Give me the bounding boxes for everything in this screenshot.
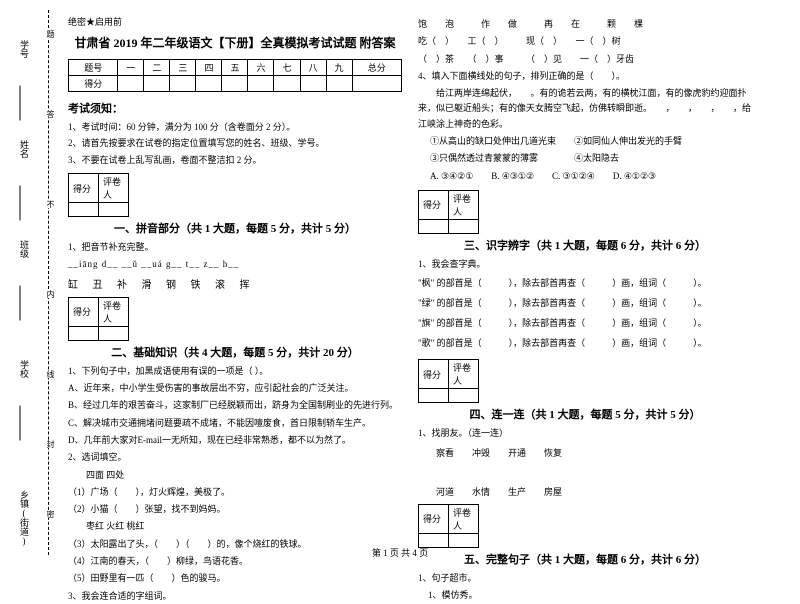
score-cell — [196, 76, 222, 92]
scorebox-1: 得分评卷人 — [68, 173, 129, 217]
score-cell — [274, 76, 300, 92]
s5-q1: 1、句子超市。 — [418, 571, 752, 586]
fold-tag: 线 — [45, 370, 56, 378]
score-header-cell: 五 — [222, 60, 248, 76]
score-cell — [352, 76, 401, 92]
scorebox-5: 得分评卷人 — [418, 504, 479, 548]
r-q4-body: 给江两岸连绵起伏， 。有的诡若云两，有的横枕江面，有的像虎豹约迎面扑来，似已躯近… — [418, 86, 752, 132]
instructions-title: 考试须知： — [68, 100, 402, 116]
s2-q2-a3: （2）小猫（ ）张望，找不到妈妈。 — [68, 502, 402, 517]
instr-3: 3、不要在试卷上乱写乱画，卷面不整洁扣 2 分。 — [68, 153, 402, 167]
score-cell — [170, 76, 196, 92]
fold-tag: 封 — [45, 440, 56, 448]
score-cell — [144, 76, 170, 92]
score-header-cell: 九 — [326, 60, 352, 76]
s2-q1c: C、解决城市交通拥堵问题要疏不成堵，不能因噎废食，首日限制轿车生产。 — [68, 416, 402, 431]
page-footer: 第 1 页 共 4 页 — [0, 546, 800, 559]
side-label-class: 班级 — [18, 240, 31, 258]
s2-q1b: B、经过几年的艰苦奋斗，这家制厂已经脱颖而出，跻身为全国制刷业的先进行列。 — [68, 398, 402, 413]
r-words-a: 饱 泡 作 做 再 在 颗 棵 — [418, 17, 752, 32]
side-label-id: 学号 — [18, 40, 31, 58]
scorebox-4: 得分评卷人 — [418, 359, 479, 403]
score-header-cell: 六 — [248, 60, 274, 76]
s4-row2: 河道 水情 生产 房屋 — [418, 485, 752, 498]
s1-q1: 1、把音节补充完整。 — [68, 240, 402, 255]
score-header-cell: 八 — [300, 60, 326, 76]
side-label-name: 姓名 — [18, 140, 31, 158]
s4-row1: 察看 冲毁 开通 恢复 — [418, 446, 752, 459]
scorebox-3: 得分评卷人 — [418, 190, 479, 234]
s2-q1a: A、近年来，中小学生受伤害的事故层出不穷，应引起社会的广泛关注。 — [68, 381, 402, 396]
r-words-b: 吃（ ） 工（ ） 现（ ） 一（ ）树 — [418, 34, 752, 49]
section-4-title: 四、连一连（共 1 大题，每题 5 分，共计 5 分） — [418, 406, 752, 422]
fold-tag: 内 — [45, 290, 56, 298]
side-label-town: 乡镇(街道) — [18, 490, 31, 546]
s3-line-2: "旗" 的部首是（ ），除去部首再查（ ）画，组词（ ）。 — [418, 314, 752, 334]
r-q4-o1: ①从高山的缺口处伸出几道光束 ②如同仙人伸出发光的手臂 — [418, 134, 752, 149]
score-header-cell: 三 — [170, 60, 196, 76]
section-3-title: 三、识字辨字（共 1 大题，每题 6 分，共计 6 分） — [418, 237, 752, 253]
fold-tag: 密 — [45, 510, 56, 518]
s2-q1d: D、几年前大家对E-mail一无所知，现在已经非常熟悉，都不以为然了。 — [68, 433, 402, 448]
score-header-cell: 题号 — [69, 60, 118, 76]
s2-q1: 1、下列句子中，加黑成语使用有误的一项是（ ）。 — [68, 364, 402, 379]
score-cell — [222, 76, 248, 92]
secret-label: 绝密★启用前 — [68, 15, 402, 28]
r-q4-ans: A. ③④②① B. ④③①② C. ③①②④ D. ④①②③ — [418, 169, 752, 184]
s2-q2-a2: （1）广场（ ），灯火辉煌，美极了。 — [68, 485, 402, 500]
instr-1: 1、考试时间：60 分钟，满分为 100 分（含卷面分 2 分）。 — [68, 120, 402, 134]
score-cell — [118, 76, 144, 92]
score-cell: 得分 — [69, 76, 118, 92]
s3-line-0: "枫" 的部首是（ ），除去部首再查（ ）画，组词（ ）。 — [418, 274, 752, 294]
section-1-title: 一、拼音部分（共 1 大题，每题 5 分，共计 5 分） — [68, 220, 402, 236]
exam-title: 甘肃省 2019 年二年级语文【下册】全真模拟考试试题 附答案 — [68, 34, 402, 51]
score-header-cell: 一 — [118, 60, 144, 76]
s2-q2-b1: 枣红 火红 桃红 — [68, 519, 402, 534]
score-header-cell: 四 — [196, 60, 222, 76]
s2-q3: 3、我会连合适的字组词。 — [68, 589, 402, 604]
side-label-school: 学校 — [18, 360, 31, 378]
s2-q2-a1: 四面 四处 — [68, 468, 402, 483]
s2-q2-b4: （5）田野里有一匹（ ）色的骏马。 — [68, 571, 402, 586]
fold-line: 题 答 不 内 线 封 密 — [48, 10, 49, 555]
r-words-c: （ ）茶 （ ）事 （ ）见 一（ ）牙齿 — [418, 52, 752, 67]
s4-q1: 1、找朋友。（连一连） — [418, 426, 752, 441]
score-cell — [326, 76, 352, 92]
fold-tag: 不 — [45, 200, 56, 208]
score-table: 题号一二三四五六七八九总分 得分 — [68, 59, 402, 92]
s3-line-1: "绿" 的部首是（ ），除去部首再查（ ）画，组词（ ）。 — [418, 294, 752, 314]
r-q4-o2: ③只偶然透过青蒙蒙的薄雾 ④太阳隐去 — [418, 151, 752, 166]
fold-tag: 答 — [45, 110, 56, 118]
section-2-title: 二、基础知识（共 4 大题，每题 5 分，共计 20 分） — [68, 344, 402, 360]
s3-q1: 1、我会查字典。 — [418, 257, 752, 272]
s1-chars: 缸 丑 补 滑 钢 铁 滚 挥 — [68, 276, 402, 291]
score-cell — [300, 76, 326, 92]
s1-pinyin: __iāng d__ __ǔ __uá g__ t__ z__ h__ — [68, 257, 402, 272]
score-header-cell: 总分 — [352, 60, 401, 76]
instr-2: 2、请首先按要求在试卷的指定位置填写您的姓名、班级、学号。 — [68, 136, 402, 150]
s5-q1a: 1、模仿秀。 — [418, 588, 752, 603]
score-header-cell: 二 — [144, 60, 170, 76]
score-cell — [248, 76, 274, 92]
s3-line-3: "歌" 的部首是（ ），除去部首再查（ ）画，组词（ ）。 — [418, 334, 752, 354]
s2-q2: 2、选词填空。 — [68, 450, 402, 465]
scorebox-2: 得分评卷人 — [68, 297, 129, 341]
fold-tag: 题 — [45, 30, 56, 38]
score-header-cell: 七 — [274, 60, 300, 76]
r-q4: 4、填入下面横线处的句子，排列正确的是（ ）。 — [418, 69, 752, 84]
